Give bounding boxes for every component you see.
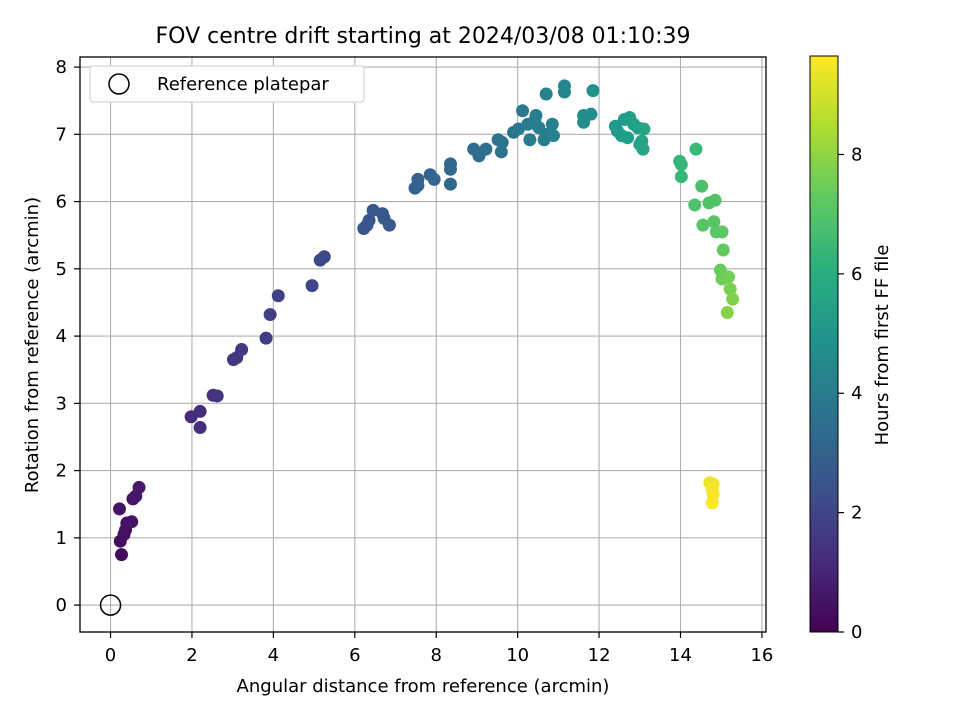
colorbar-ticks: 0 2 4 6 8 — [838, 144, 862, 643]
x-tick-label: 4 — [268, 645, 279, 666]
x-tick-label: 2 — [186, 645, 197, 666]
y-tick-label: 0 — [56, 595, 67, 616]
colorbar-tick-label: 8 — [851, 144, 862, 165]
y-tick-label: 5 — [56, 259, 67, 280]
colorbar-gradient — [809, 55, 839, 633]
data-point — [115, 548, 129, 562]
x-tick-label: 0 — [105, 645, 116, 666]
data-point — [427, 172, 441, 186]
data-point — [637, 122, 651, 136]
colorbar-tick-label: 4 — [851, 383, 862, 404]
data-point — [696, 218, 710, 232]
data-point — [584, 107, 598, 121]
y-axis-ticks: 0 1 2 3 4 5 6 7 8 — [56, 57, 80, 616]
data-point — [193, 421, 207, 435]
grid-lines — [80, 57, 766, 632]
data-point — [271, 289, 285, 303]
data-point — [689, 142, 703, 156]
data-point — [263, 308, 277, 322]
data-point — [695, 179, 709, 193]
x-tick-label: 12 — [588, 645, 611, 666]
data-point — [362, 213, 376, 227]
chart-title: FOV centre drift starting at 2024/03/08 … — [156, 24, 691, 49]
data-point — [546, 129, 560, 143]
x-tick-label: 8 — [431, 645, 442, 666]
data-point — [125, 515, 139, 529]
data-point — [586, 84, 600, 98]
colorbar: 0 2 4 6 8 Hours from first FF file — [809, 55, 893, 643]
y-tick-label: 7 — [56, 124, 67, 145]
data-point — [723, 282, 737, 296]
y-tick-label: 3 — [56, 393, 67, 414]
colorbar-label: Hours from first FF file — [872, 245, 893, 446]
data-point — [557, 85, 571, 99]
data-points — [99, 79, 740, 616]
data-point — [259, 331, 273, 345]
y-tick-label: 4 — [56, 326, 67, 347]
data-point — [382, 218, 396, 232]
legend-marker-icon — [108, 73, 130, 95]
y-axis-label: Rotation from reference (arcmin) — [22, 197, 43, 493]
legend-entry-label: Reference platepar — [157, 74, 329, 95]
data-point — [494, 145, 508, 159]
data-point — [708, 193, 722, 207]
y-tick-label: 6 — [56, 192, 67, 213]
x-tick-label: 16 — [750, 645, 773, 666]
data-point — [722, 270, 736, 284]
data-point — [193, 404, 207, 418]
data-point — [210, 389, 224, 403]
data-point — [674, 158, 688, 172]
data-point — [235, 343, 249, 357]
data-point — [132, 480, 146, 494]
x-axis-label: Angular distance from reference (arcmin) — [237, 676, 610, 697]
legend-box — [89, 65, 365, 103]
x-tick-label: 14 — [669, 645, 692, 666]
data-point — [516, 104, 530, 118]
data-point — [112, 502, 126, 516]
y-tick-label: 2 — [56, 461, 67, 482]
data-point — [621, 131, 635, 145]
data-point — [443, 177, 457, 191]
data-point — [705, 496, 719, 510]
y-tick-label: 8 — [56, 57, 67, 78]
colorbar-tick-label: 2 — [851, 503, 862, 524]
data-point — [443, 162, 457, 176]
data-point — [726, 292, 740, 306]
legend: Reference platepar — [89, 65, 365, 103]
data-point — [636, 142, 650, 156]
x-axis-ticks: 0 2 4 6 8 10 12 14 16 — [105, 632, 773, 666]
plot-frame — [79, 56, 767, 633]
reference-marker — [99, 594, 122, 616]
data-point — [479, 142, 493, 156]
data-point — [545, 117, 559, 131]
x-tick-label: 6 — [349, 645, 360, 666]
data-point — [529, 109, 543, 123]
data-point — [539, 87, 553, 101]
data-point — [716, 243, 730, 257]
x-tick-label: 10 — [506, 645, 529, 666]
data-point — [674, 170, 688, 184]
data-point — [411, 178, 425, 192]
colorbar-tick-label: 0 — [851, 622, 862, 643]
data-point — [715, 225, 729, 239]
data-point — [707, 215, 721, 229]
data-point — [523, 133, 537, 147]
colorbar-tick-label: 6 — [851, 264, 862, 285]
data-point — [720, 306, 734, 320]
data-point — [688, 198, 702, 212]
data-point — [305, 279, 319, 293]
y-tick-label: 1 — [56, 528, 67, 549]
data-point — [317, 250, 331, 264]
data-point — [495, 135, 509, 149]
